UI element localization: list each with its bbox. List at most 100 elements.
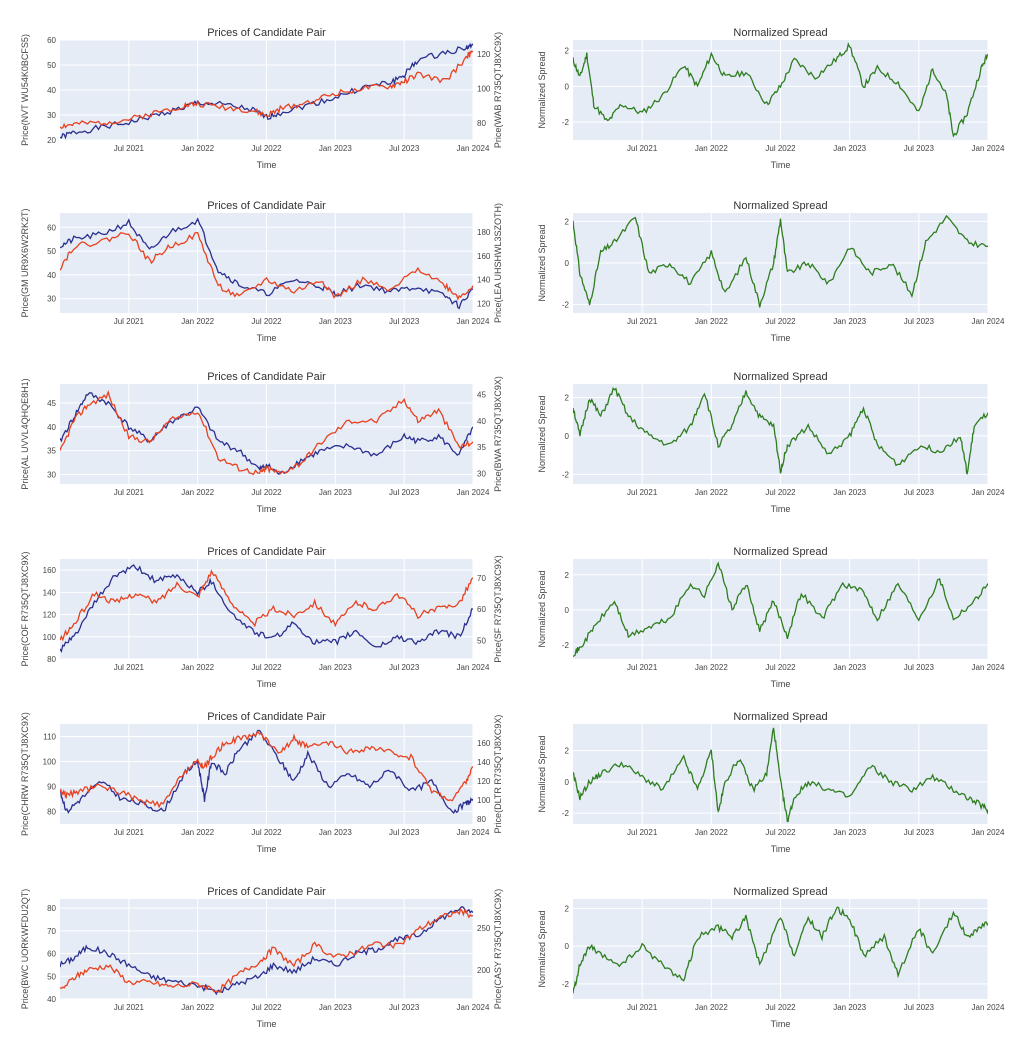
x-tick-label: Jul 2023 [904,663,935,672]
y-tick-label: 40 [47,86,56,95]
x-tick-label: Jul 2021 [627,663,658,672]
chart-title: Normalized Spread [733,886,827,898]
chart-title: Normalized Spread [733,371,827,383]
y-tick-label: 2 [565,747,570,756]
x-tick-label: Jan 2022 [181,317,214,326]
x-tick-label: Jul 2023 [904,317,935,326]
y-tick-label: 30 [47,295,56,304]
y-tick-label: 50 [47,247,56,256]
y-tick-label: 60 [47,36,56,45]
y-tick-label: 35 [47,447,56,456]
x-tick-label: Jan 2023 [833,488,866,497]
series-line-red [60,390,473,476]
x-axis-label: Time [771,333,791,343]
x-tick-label: Jan 2022 [695,488,728,497]
x-tick-label: Jul 2021 [114,1003,145,1012]
y2-tick-label: 200 [477,966,491,975]
y-tick-label: 2 [565,217,570,226]
y-tick-label: 2 [565,393,570,402]
chart-p3: Prices of Candidate Pair Jul 2021 Jan 2022… [20,371,503,514]
x-tick-label: Jul 2021 [627,317,658,326]
y2-tick-label: 35 [477,443,486,452]
x-tick-label: Jan 2022 [695,1003,728,1012]
y-tick-label: 30 [47,470,56,479]
series-line-green [573,906,988,994]
y2-tick-label: 30 [477,469,486,478]
y-tick-label: 50 [47,972,56,981]
x-tick-label: Jul 2022 [251,828,282,837]
y-axis-label: Price(CHRW R735QTJ8XC9X) [20,712,30,836]
x-axis-label: Time [771,1019,791,1029]
y2-tick-label: 250 [477,924,491,933]
y-tick-label: 40 [47,995,56,1004]
chart-p2: Prices of Candidate Pair Jul 2021 Jan 2022… [20,200,503,343]
x-tick-label: Jan 2022 [181,663,214,672]
x-tick-label: Jan 2022 [181,144,214,153]
x-axis-label: Time [257,160,277,170]
chart-s1: Normalized Spread Jul 2021 Jan 2022 Jul 202… [537,27,1005,170]
y2-axis-label: Price(BWA R735QTJ8XC9X) [493,376,503,492]
y-tick-label: 120 [43,611,57,620]
series-line-red [60,231,473,301]
x-tick-label: Jan 2024 [457,488,490,497]
chart-p4: Prices of Candidate Pair Jul 2021 Jan 2022… [20,546,503,689]
x-tick-label: Jan 2023 [833,828,866,837]
y-tick-label: 80 [47,808,56,817]
y2-axis-label: Price(DLTR R735QTJ8XC9X) [493,715,503,834]
x-tick-label: Jul 2022 [765,488,796,497]
x-tick-label: Jul 2023 [904,488,935,497]
y-tick-label: 30 [47,111,56,120]
series-line-green [573,561,988,657]
chart-title: Prices of Candidate Pair [207,886,326,898]
y-tick-label: -2 [562,980,570,989]
chart-title: Normalized Spread [733,711,827,723]
chart-p6: Prices of Candidate Pair Jul 2021 Jan 2022… [20,886,503,1029]
y2-tick-label: 80 [477,119,486,128]
y-tick-label: 2 [565,904,570,913]
x-tick-label: Jul 2021 [114,144,145,153]
x-tick-label: Jan 2023 [319,1003,352,1012]
series-line-blue [60,392,473,476]
y2-tick-label: 40 [477,417,486,426]
x-tick-label: Jul 2022 [251,317,282,326]
series-line-blue [60,905,473,996]
y-tick-label: 100 [43,633,57,642]
x-axis-label: Time [257,504,277,514]
x-tick-label: Jul 2022 [251,488,282,497]
x-tick-label: Jan 2023 [319,488,352,497]
y-tick-label: 80 [47,655,56,664]
x-tick-label: Jan 2024 [972,1003,1005,1012]
chart-title: Normalized Spread [733,27,827,39]
y-axis-label: Price(BWC UORKWFDU2QT) [20,889,30,1010]
x-tick-label: Jul 2022 [765,1003,796,1012]
x-tick-label: Jan 2022 [181,828,214,837]
chart-title: Prices of Candidate Pair [207,711,326,723]
chart-s6: Normalized Spread Jul 2021 Jan 2022 Jul 202… [537,886,1005,1029]
chart-title: Normalized Spread [733,546,827,558]
chart-title: Prices of Candidate Pair [207,546,326,558]
y-tick-label: 0 [565,432,570,441]
series-line-green [573,386,988,475]
chart-title: Prices of Candidate Pair [207,371,326,383]
x-tick-label: Jan 2022 [181,1003,214,1012]
y-axis-label: Price(COF R735QTJ8XC9X) [20,551,30,666]
x-tick-label: Jan 2023 [833,144,866,153]
y-tick-label: 0 [565,942,570,951]
y-tick-label: -2 [562,809,570,818]
x-tick-label: Jan 2024 [972,144,1005,153]
y-tick-label: 0 [565,778,570,787]
x-tick-label: Jul 2022 [251,144,282,153]
x-tick-label: Jan 2022 [695,828,728,837]
x-tick-label: Jul 2023 [389,828,420,837]
y-tick-label: 60 [47,950,56,959]
chart-s5: Normalized Spread Jul 2021 Jan 2022 Jul 202… [537,711,1005,854]
y2-tick-label: 45 [477,391,486,400]
x-tick-label: Jul 2022 [251,1003,282,1012]
y-tick-label: 100 [43,758,57,767]
x-tick-label: Jan 2024 [972,663,1005,672]
y-tick-label: -2 [562,118,570,127]
y-axis-label: Normalized Spread [537,51,547,128]
y-axis-label: Normalized Spread [537,735,547,812]
x-axis-label: Time [257,679,277,689]
x-axis-label: Time [771,844,791,854]
